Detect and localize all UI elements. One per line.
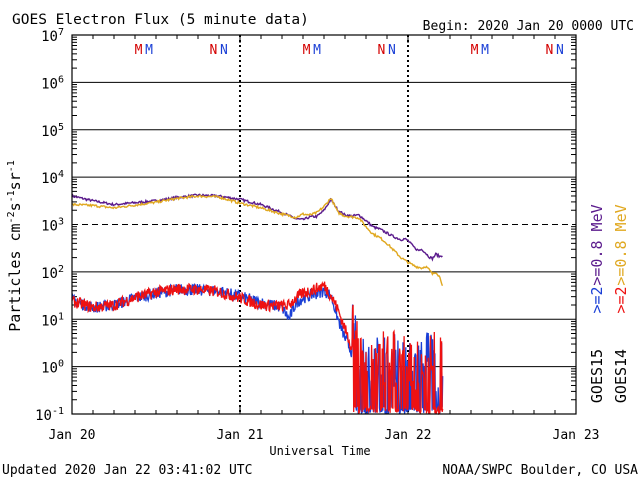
legend-goes14: GOES14 — [612, 349, 630, 403]
satellite-marker: N — [556, 43, 564, 58]
satellite-marker: N — [377, 43, 385, 58]
svg-text:>=0.8 MeV: >=0.8 MeV — [612, 204, 630, 285]
series-line-0 — [71, 193, 443, 262]
y-axis-label-exp1: -2 — [6, 211, 17, 223]
y-tick-label: 105 — [41, 122, 64, 140]
satellite-marker: N — [388, 43, 396, 58]
svg-text:>=2: >=2 — [588, 286, 606, 313]
y-tick-label: 104 — [41, 169, 64, 187]
satellite-marker: M — [313, 43, 321, 58]
series-line-1 — [72, 194, 444, 286]
legend-goes15-2mev: >=2 — [588, 286, 606, 313]
x-axis-label: Universal Time — [269, 444, 370, 458]
y-tick-label: 100 — [41, 359, 64, 377]
y-axis-label-s: s — [6, 202, 24, 211]
svg-text:>=0.8 MeV: >=0.8 MeV — [588, 204, 606, 285]
satellite-marker: N — [209, 43, 217, 58]
legend-goes15: GOES15 — [588, 349, 606, 403]
svg-text:>=2: >=2 — [612, 286, 630, 313]
y-axis-label-exp2: -1 — [6, 190, 17, 202]
y-tick-label: 10-1 — [35, 406, 64, 424]
y-tick-label: 101 — [41, 311, 64, 329]
satellite-marker: N — [220, 43, 228, 58]
begin-date: Begin: 2020 Jan 20 0000 UTC — [423, 19, 634, 34]
y-axis-label-exp3: -1 — [6, 160, 17, 172]
satellite-marker: M — [481, 43, 489, 58]
satellite-marker: M — [145, 43, 153, 58]
legend-goes15-08mev: >=0.8 MeV — [588, 204, 606, 285]
plot-frame — [71, 34, 577, 415]
satellite-marker: M — [471, 43, 479, 58]
y-axis-label: Particles cm-2s-1sr-1 — [6, 160, 24, 332]
legend-goes14-08mev: >=0.8 MeV — [612, 204, 630, 285]
y-axis-label-sr: sr — [6, 172, 24, 190]
x-tick-label: Jan 23 — [553, 428, 600, 443]
series-line-3 — [71, 281, 444, 416]
legend-goes14-2mev: >=2 — [612, 286, 630, 313]
x-tick-label: Jan 22 — [385, 428, 432, 443]
y-tick-label: 106 — [41, 74, 64, 92]
satellite-marker: M — [303, 43, 311, 58]
grid — [71, 35, 577, 414]
y-tick-labels: 107 106 105 104 103 102 101 100 10-1 — [35, 27, 64, 424]
x-tick-label: Jan 20 — [49, 428, 96, 443]
legend: >=0.8 MeV >=0.8 MeV >=2 >=2 GOES15 GOES1 — [588, 204, 630, 403]
y-tick-label: 102 — [41, 264, 64, 282]
svg-text:GOES14: GOES14 — [612, 349, 630, 403]
y-tick-label: 107 — [41, 27, 64, 45]
series-group — [71, 193, 444, 416]
x-tick-labels: Jan 20 Jan 21 Jan 22 Jan 23 — [49, 428, 600, 443]
x-tick-label: Jan 21 — [217, 428, 264, 443]
updated-timestamp: Updated 2020 Jan 22 03:41:02 UTC — [2, 463, 252, 478]
svg-text:GOES15: GOES15 — [588, 349, 606, 403]
data-source: NOAA/SWPC Boulder, CO USA — [442, 463, 638, 478]
y-tick-label: 103 — [41, 217, 64, 235]
satellite-marker: M — [135, 43, 143, 58]
y-axis-label-main: Particles cm — [6, 223, 24, 331]
chart-title: GOES Electron Flux (5 minute data) — [12, 12, 309, 28]
satellite-marker: N — [545, 43, 553, 58]
